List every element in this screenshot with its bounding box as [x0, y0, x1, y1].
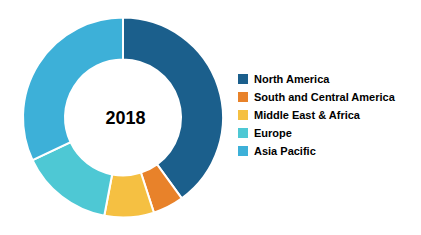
- html-text:Asia Pacific: Asia Pacific: [254, 144, 316, 157]
- html-text:South and Central America: South and Central America: [254, 90, 395, 103]
- svg-text:2018: 2018: [105, 108, 145, 128]
- html-text:Middle East & Africa: Middle East & Africa: [254, 108, 360, 121]
- html-text:Europe: Europe: [254, 126, 292, 139]
- html-text:North America: North America: [254, 72, 330, 85]
